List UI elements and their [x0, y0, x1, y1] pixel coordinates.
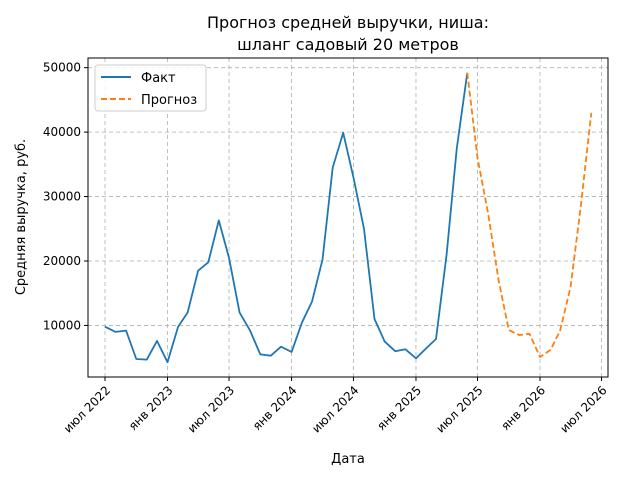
x-axis-ticks: июл 2022 янв 2023 июл 2023 янв 2024 июл 2024…: [61, 377, 610, 436]
x-tick-label: янв 2024: [250, 383, 300, 433]
chart-title-line-1: Прогноз средней выручки, ниша:: [207, 13, 489, 32]
plot-frame: [87, 57, 609, 378]
y-tick-label: 40000: [43, 125, 81, 139]
legend-label-forecast: Прогноз: [141, 93, 197, 108]
x-tick-label: янв 2023: [126, 383, 176, 433]
y-tick-label: 20000: [43, 254, 81, 268]
legend-label-fact: Факт: [141, 71, 176, 86]
series-line-forecast: [466, 72, 593, 358]
grid-lines: [88, 58, 608, 377]
x-axis-label: Дата: [331, 452, 365, 467]
plot-area: [104, 72, 593, 364]
y-tick-label: 50000: [43, 61, 81, 75]
series-line-fact: [104, 72, 469, 364]
x-tick-label: янв 2026: [498, 383, 548, 433]
chart-title-line-2: шланг садовый 20 метров: [237, 35, 459, 54]
y-tick-label: 30000: [43, 190, 81, 204]
y-tick-label: 10000: [43, 318, 81, 332]
legend: Факт Прогноз: [94, 64, 207, 112]
x-tick-label: июл 2023: [185, 383, 237, 435]
x-tick-label: янв 2025: [374, 383, 424, 433]
y-axis-ticks: 10000 20000 30000 40000 50000: [43, 61, 88, 332]
x-tick-label: июл 2022: [61, 383, 113, 435]
y-axis-label: Средняя выручка, руб.: [14, 139, 29, 295]
x-tick-label: июл 2024: [309, 383, 361, 435]
x-tick-label: июл 2025: [433, 383, 485, 435]
x-tick-label: июл 2026: [557, 383, 609, 435]
